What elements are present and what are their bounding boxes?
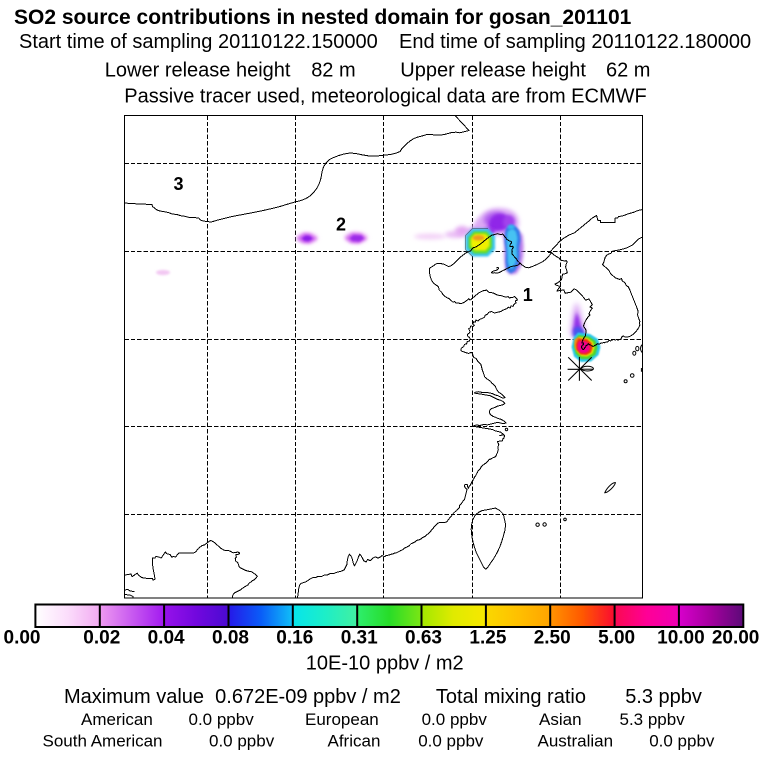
- svg-text:0.0 ppbv: 0.0 ppbv: [189, 710, 255, 729]
- svg-text:0.16: 0.16: [276, 628, 313, 649]
- svg-text:20.00: 20.00: [712, 628, 760, 649]
- svg-text:African: African: [328, 732, 381, 751]
- svg-text:South American: South American: [43, 732, 163, 751]
- svg-text:10E-10 ppbv / m2: 10E-10 ppbv / m2: [306, 653, 464, 675]
- svg-text:SO2 source contributions in ne: SO2 source contributions in nested domai…: [14, 6, 632, 29]
- svg-text:0.63: 0.63: [405, 628, 442, 649]
- svg-text:American: American: [81, 710, 153, 729]
- svg-text:0.0 ppbv: 0.0 ppbv: [649, 732, 715, 751]
- svg-text:2: 2: [336, 215, 346, 235]
- svg-text:0.0 ppbv: 0.0 ppbv: [418, 732, 484, 751]
- svg-text:0.0 ppbv: 0.0 ppbv: [209, 732, 275, 751]
- svg-text:2.50: 2.50: [534, 628, 571, 649]
- svg-text:0.04: 0.04: [148, 628, 185, 649]
- svg-text:0.00: 0.00: [4, 628, 41, 649]
- svg-text:End time of sampling 20110122.: End time of sampling 20110122.180000: [399, 31, 751, 53]
- svg-text:5.00: 5.00: [598, 628, 635, 649]
- svg-text:Asian: Asian: [539, 710, 582, 729]
- svg-text:82 m: 82 m: [311, 60, 355, 82]
- svg-text:0.02: 0.02: [83, 628, 120, 649]
- svg-text:Start time of sampling 2011012: Start time of sampling 20110122.150000: [19, 31, 378, 53]
- svg-text:5.3 ppbv: 5.3 ppbv: [620, 710, 686, 729]
- svg-text:1: 1: [523, 285, 533, 305]
- svg-text:Total mixing ratio: Total mixing ratio: [436, 686, 586, 708]
- svg-text:10.00: 10.00: [657, 628, 705, 649]
- svg-text:1.25: 1.25: [469, 628, 506, 649]
- svg-text:Lower release height: Lower release height: [105, 60, 291, 82]
- svg-text:62 m: 62 m: [606, 60, 650, 82]
- svg-text:0.08: 0.08: [212, 628, 249, 649]
- svg-text:European: European: [305, 710, 379, 729]
- svg-text:5.3 ppbv: 5.3 ppbv: [625, 686, 702, 708]
- svg-text:Upper release height: Upper release height: [400, 60, 586, 82]
- svg-text:Australian: Australian: [538, 732, 614, 751]
- svg-text:Maximum value 0.672E-09 ppbv: Maximum value 0.672E-09 ppbv / m2: [64, 686, 401, 708]
- svg-text:0.31: 0.31: [341, 628, 378, 649]
- svg-text:0.0 ppbv: 0.0 ppbv: [422, 710, 488, 729]
- svg-text:Passive tracer used, meteorolo: Passive tracer used, meteorological data…: [124, 86, 646, 108]
- svg-text:3: 3: [173, 174, 183, 194]
